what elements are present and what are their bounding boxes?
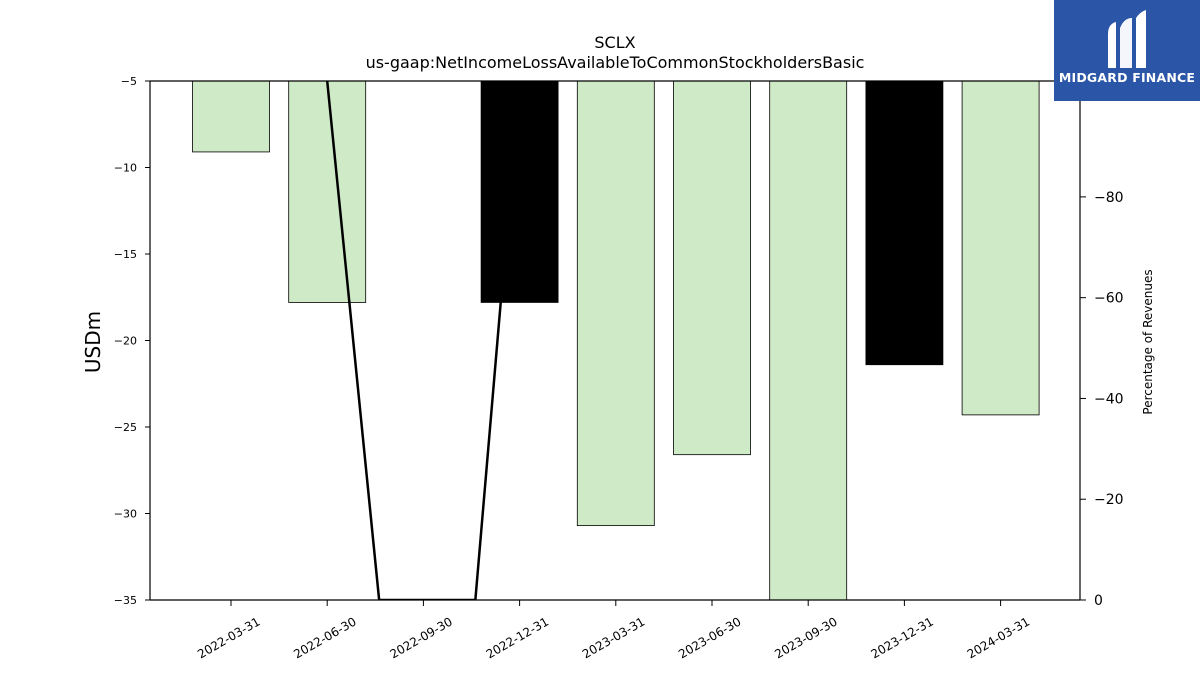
y-tick-label: −15 bbox=[114, 248, 137, 261]
bar bbox=[673, 80, 751, 456]
x-tick-label: 2023-03-31 bbox=[580, 614, 647, 661]
x-tick-label: 2023-12-31 bbox=[868, 614, 935, 661]
bar bbox=[192, 80, 270, 153]
midgard-logo-icon bbox=[1108, 10, 1146, 68]
bar bbox=[769, 80, 848, 601]
x-tick-label: 2022-06-30 bbox=[291, 614, 358, 661]
y2-tick-label: 0 bbox=[1094, 593, 1103, 609]
line-series bbox=[325, 81, 521, 600]
y-tick-label: −10 bbox=[114, 162, 137, 175]
y-tick-label: −20 bbox=[114, 335, 137, 348]
x-tick-label: 2024-03-31 bbox=[965, 614, 1032, 661]
y2-tick-label: −60 bbox=[1094, 291, 1124, 307]
chart-title: SCLX bbox=[594, 33, 635, 52]
bar bbox=[865, 80, 944, 366]
y-tick-label: −25 bbox=[114, 421, 137, 434]
bar bbox=[576, 80, 655, 527]
brand-logo: MIDGARD FINANCE bbox=[1054, 0, 1200, 101]
x-tick-label: 2023-06-30 bbox=[676, 614, 743, 661]
y2-tick-label: −80 bbox=[1094, 190, 1124, 206]
x-tick-label: 2022-12-31 bbox=[484, 614, 551, 661]
logo-text: MIDGARD FINANCE bbox=[1058, 70, 1196, 85]
x-tick-label: 2023-09-30 bbox=[772, 614, 839, 661]
y-axis-label: USDm bbox=[81, 311, 105, 373]
chart-subtitle: us-gaap:NetIncomeLossAvailableToCommonSt… bbox=[366, 53, 865, 72]
y-tick-label: −5 bbox=[121, 75, 137, 88]
y2-axis-label: Percentage of Revenues bbox=[1141, 269, 1155, 414]
x-tick-label: 2022-09-30 bbox=[387, 614, 454, 661]
bar-group bbox=[192, 80, 1040, 601]
y2-tick-label: −40 bbox=[1094, 391, 1124, 407]
bar bbox=[961, 80, 1040, 416]
x-tick-label: 2022-03-31 bbox=[195, 614, 262, 661]
y2-tick-label: −20 bbox=[1094, 492, 1124, 508]
line-series-path bbox=[325, 81, 521, 600]
bar bbox=[288, 80, 367, 303]
y-tick-label: −30 bbox=[114, 508, 137, 521]
y-tick-label: −35 bbox=[114, 594, 137, 607]
bar bbox=[480, 80, 559, 303]
